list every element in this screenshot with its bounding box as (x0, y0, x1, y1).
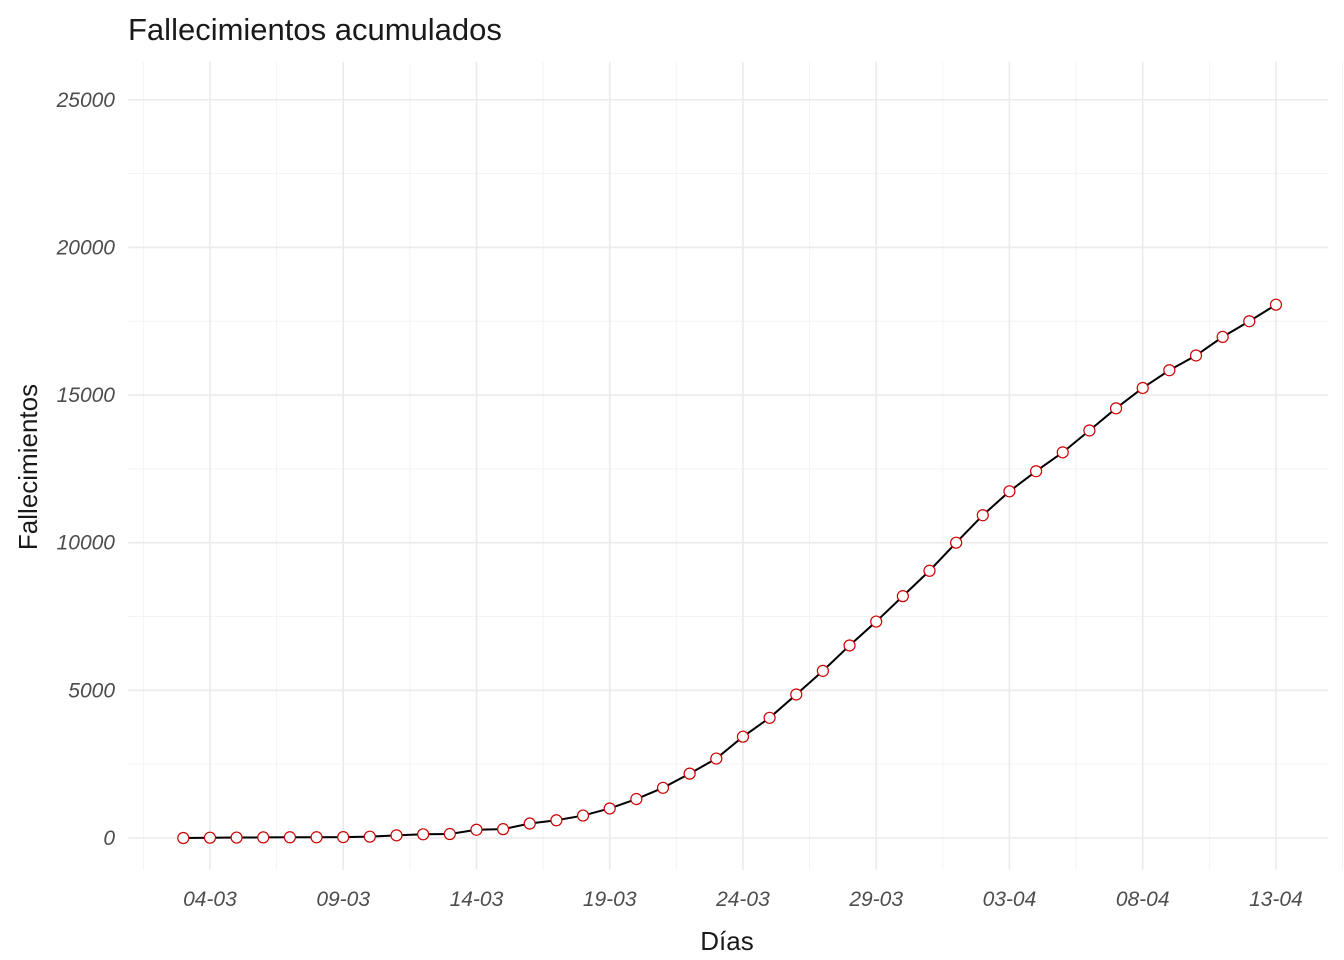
data-point (950, 536, 963, 549)
x-tick-label: 14-03 (450, 888, 504, 911)
grid (128, 62, 1344, 870)
chart-title: Fallecimientos acumulados (128, 12, 502, 47)
data-point (203, 831, 217, 844)
data-point (1216, 330, 1229, 343)
data-point (896, 590, 909, 603)
x-tick-label: 29-03 (848, 888, 903, 911)
y-tick-label: 5000 (68, 679, 115, 702)
y-tick-label: 10000 (57, 532, 116, 555)
x-tick-label: 24-03 (715, 888, 770, 911)
data-point (497, 823, 510, 836)
data-point (337, 831, 350, 844)
data-point (417, 828, 430, 841)
y-tick-label: 15000 (57, 384, 116, 407)
x-tick-label: 08-04 (1116, 888, 1170, 911)
data-point (576, 809, 590, 822)
data-point (283, 831, 296, 844)
data-point (310, 831, 323, 844)
y-tick-label: 0 (103, 827, 115, 850)
data-point (1136, 381, 1149, 395)
x-tick-label: 03-04 (983, 888, 1037, 911)
data-point (816, 664, 830, 677)
data-point (656, 781, 670, 794)
data-point (763, 711, 776, 724)
x-tick-label: 04-03 (183, 888, 237, 911)
data-point (1056, 446, 1069, 459)
data-point (870, 615, 883, 628)
x-tick-label: 19-03 (583, 888, 637, 911)
data-point (470, 823, 483, 836)
data-point (1243, 315, 1256, 328)
data-points (177, 298, 1283, 845)
y-axis-title: Fallecimientos (13, 384, 43, 550)
data-point (923, 564, 936, 577)
data-point (1163, 364, 1176, 377)
data-point (1269, 298, 1283, 311)
x-tick-label: 13-04 (1249, 888, 1303, 911)
data-point (257, 831, 270, 844)
data-point (523, 817, 536, 830)
data-point (710, 752, 723, 765)
x-tick-label: 09-03 (316, 888, 370, 911)
data-point (1189, 349, 1203, 362)
data-point (603, 802, 616, 815)
data-point (843, 639, 856, 652)
data-point (550, 814, 563, 827)
data-point (790, 688, 803, 701)
data-point (390, 829, 403, 842)
data-point (736, 730, 750, 743)
data-point (1003, 485, 1016, 498)
y-tick-label: 25000 (56, 89, 116, 112)
x-axis-ticks: 04-03 09-03 14-03 19-03 24-03 29-03 03-04 08-04… (183, 888, 1303, 911)
data-point (230, 831, 243, 844)
data-point (630, 792, 643, 806)
data-point (177, 831, 190, 845)
data-point (683, 767, 696, 780)
data-point (1109, 402, 1123, 415)
data-point (363, 830, 376, 843)
x-axis-title: Días (700, 926, 753, 956)
data-point (1083, 424, 1096, 437)
series-line (183, 303, 1277, 839)
data-point (976, 509, 989, 522)
data-point (1029, 465, 1043, 478)
data-point (443, 827, 456, 841)
y-axis-ticks: 0 5000 10000 15000 20000 25000 (56, 89, 116, 850)
y-tick-label: 20000 (56, 236, 116, 259)
